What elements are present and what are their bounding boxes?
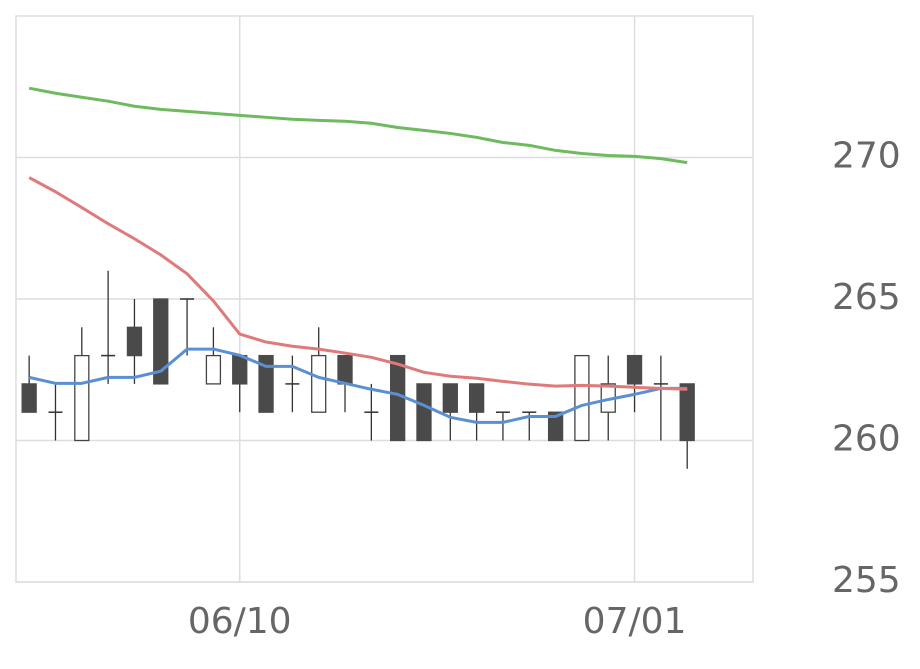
candle-body — [205, 354, 222, 385]
candle-body — [442, 383, 458, 413]
candle-body — [74, 354, 90, 442]
y-tick-label: 255 — [832, 560, 901, 601]
candle-body — [311, 354, 327, 413]
candle-body — [468, 383, 485, 413]
candle-body — [258, 354, 274, 413]
candle-body — [547, 411, 564, 442]
y-tick-label: 265 — [832, 277, 901, 318]
moving-average-line — [28, 86, 688, 165]
candle-body — [232, 354, 248, 385]
candle-body — [626, 354, 643, 385]
moving-average-line — [28, 347, 688, 424]
x-tick-label: 06/10 — [188, 601, 292, 642]
y-tick-label: 270 — [832, 136, 901, 177]
moving-average-line — [28, 176, 688, 391]
candle-body — [337, 354, 353, 385]
candle-body — [21, 383, 37, 413]
candle-body — [679, 383, 695, 442]
candle-body — [574, 354, 590, 442]
candle-body — [126, 326, 143, 357]
candle-body — [416, 383, 432, 442]
x-tick-label: 07/01 — [583, 601, 687, 642]
candle-body — [153, 298, 169, 385]
y-tick-label: 260 — [832, 419, 901, 460]
